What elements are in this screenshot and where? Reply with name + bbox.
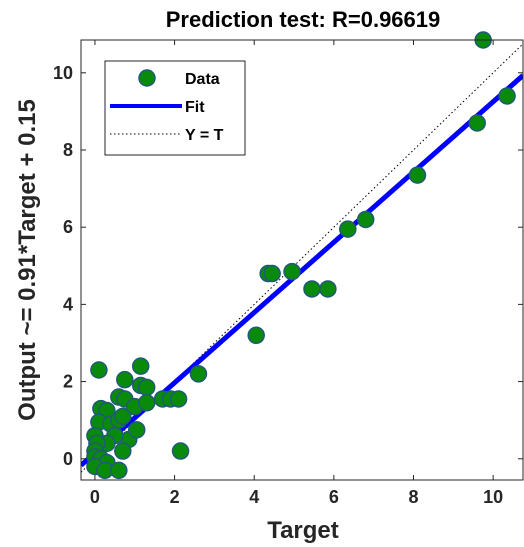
y-tick-label: 4	[63, 294, 73, 314]
data-point	[303, 280, 321, 298]
ticks-layer: 0 2 4 6 8 10 0 2 4 6 8 10	[53, 40, 523, 507]
data-point	[319, 280, 337, 298]
y-tick-label: 8	[63, 140, 73, 160]
identity-line	[81, 43, 523, 473]
data-point	[408, 166, 427, 184]
data-point	[356, 210, 375, 229]
plot-area: 0 2 4 6 8 10 0 2 4 6 8 10	[53, 31, 524, 507]
data-point	[498, 87, 516, 105]
y-axis-label: Output ~= 0.91*Target + 0.15	[14, 99, 41, 421]
x-axis-label: Target	[267, 517, 339, 544]
points-layer	[86, 31, 516, 480]
x-tick-label: 10	[483, 487, 503, 507]
legend-data-marker	[138, 69, 156, 87]
y-tick-label: 6	[63, 217, 73, 237]
legend-label-fit: Fit	[185, 99, 205, 116]
legend-label-data: Data	[185, 71, 220, 88]
data-point	[171, 442, 190, 460]
data-point	[263, 264, 281, 283]
legend: Data Fit Y = T	[104, 60, 246, 156]
data-point	[339, 220, 357, 238]
data-point	[127, 421, 146, 439]
data-point	[283, 262, 301, 281]
x-tick-label: 4	[249, 487, 259, 507]
data-point	[468, 114, 486, 132]
data-point	[169, 390, 188, 408]
data-point	[114, 407, 132, 426]
data-point	[116, 370, 134, 389]
x-tick-label: 0	[90, 487, 100, 507]
x-tick-label: 8	[408, 487, 418, 507]
x-tick-label: 6	[329, 487, 339, 507]
data-point	[137, 394, 156, 412]
data-point	[131, 357, 150, 375]
data-point	[90, 361, 108, 379]
x-tick-label: 2	[170, 487, 180, 507]
chart-title: Prediction test: R=0.96619	[166, 7, 441, 32]
legend-label-identity: Y = T	[185, 127, 224, 144]
data-point	[110, 461, 128, 480]
data-point	[189, 365, 208, 383]
y-tick-label: 2	[63, 372, 73, 392]
y-tick-label: 0	[63, 449, 73, 469]
data-point	[247, 326, 265, 345]
y-tick-label: 10	[53, 63, 73, 83]
plot-frame	[80, 39, 524, 481]
data-point	[114, 442, 132, 460]
data-point	[137, 378, 156, 397]
